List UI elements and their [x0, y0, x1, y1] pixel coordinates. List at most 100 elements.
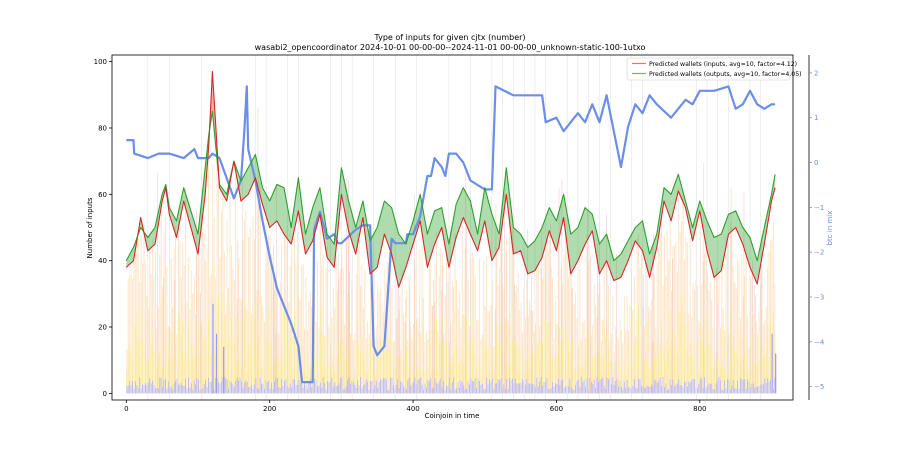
bar-small	[626, 342, 628, 394]
bar-blue	[334, 382, 336, 394]
fill-segment	[556, 194, 564, 251]
bar-small	[182, 322, 184, 394]
bar-blue	[742, 379, 744, 394]
bar-total	[491, 279, 493, 394]
bar-total	[642, 306, 644, 394]
bar-total	[289, 265, 291, 394]
bar-total	[192, 293, 194, 394]
bar-blue	[696, 388, 698, 394]
bar-small	[729, 309, 731, 394]
bar-blue	[414, 377, 416, 394]
bar-small	[685, 324, 687, 394]
bar-blue	[388, 389, 390, 394]
bar-blue	[575, 384, 576, 394]
bar-small	[417, 365, 419, 394]
bar-total	[162, 286, 164, 394]
bar-total	[470, 258, 472, 394]
bar-small	[714, 360, 716, 394]
bar-small	[615, 362, 617, 394]
bar-total	[612, 295, 614, 394]
bar-small	[428, 330, 430, 394]
fill-segment	[398, 234, 406, 288]
bar-total	[398, 310, 400, 394]
bar-small	[464, 315, 466, 394]
bar-blue	[233, 386, 235, 394]
bar-blue	[460, 380, 462, 394]
bar-total	[328, 324, 330, 394]
bar-blue	[652, 386, 654, 394]
bar-blue	[285, 379, 287, 394]
bar-blue	[544, 382, 546, 394]
bar-small	[382, 349, 384, 394]
bar-small	[431, 370, 433, 394]
bar-blue	[296, 384, 298, 394]
bar-total	[397, 318, 399, 394]
bar-small	[137, 339, 139, 394]
bar-blue	[557, 378, 559, 394]
bar-small	[468, 374, 470, 394]
bar-total	[761, 269, 763, 394]
bar-blue	[765, 383, 767, 394]
bar-total	[393, 341, 394, 394]
bar-small	[718, 358, 720, 394]
fill-segment	[491, 214, 500, 261]
bar-small	[384, 338, 386, 394]
bar-small	[656, 341, 658, 394]
bar-total	[632, 309, 634, 394]
bar-total	[411, 339, 413, 394]
bar-total	[613, 352, 615, 394]
bar-small	[470, 326, 472, 394]
bar-small	[762, 357, 764, 394]
bar-small	[668, 348, 670, 394]
bar-total	[286, 226, 288, 394]
bar-blue	[547, 389, 549, 394]
bar-blue	[745, 388, 747, 394]
bar-total	[549, 233, 551, 394]
bar-small	[556, 357, 558, 394]
bar-small	[276, 355, 278, 394]
bar-total	[757, 333, 759, 394]
bar-total	[352, 340, 354, 394]
bar-blue	[152, 380, 154, 394]
bar-total	[195, 314, 197, 394]
bar-blue	[282, 386, 284, 394]
bar-total	[510, 231, 512, 394]
bar-pink	[398, 285, 399, 394]
bar-pink	[409, 285, 411, 394]
bar-total	[450, 322, 452, 394]
bar-small	[674, 348, 675, 394]
bar-total	[348, 225, 350, 394]
bar-small	[572, 337, 574, 394]
bar-small	[337, 357, 338, 394]
bar-blue	[317, 386, 318, 394]
bar-small	[681, 299, 683, 394]
bar-blue	[155, 388, 156, 394]
bar-blue	[513, 383, 515, 394]
bar-total	[727, 242, 728, 394]
bar-small	[186, 353, 188, 394]
bar-blue	[394, 388, 396, 394]
bar-total	[722, 308, 724, 394]
bar-total	[550, 267, 552, 394]
y-tick-label: 20	[98, 324, 107, 332]
bar-total	[573, 303, 575, 394]
bar-blue	[271, 382, 273, 394]
bar-total	[686, 242, 688, 394]
bar-blue	[678, 379, 680, 394]
bar-blue	[418, 378, 420, 394]
bar-small	[177, 309, 179, 394]
bar-blue	[301, 382, 303, 394]
bar-total	[628, 330, 630, 394]
bar-blue	[443, 381, 445, 394]
bar-blue	[543, 381, 545, 394]
fill-segment	[484, 187, 492, 261]
bar-total	[537, 263, 539, 394]
fill-segment	[692, 200, 700, 241]
bar-blue	[229, 380, 231, 394]
fill-segment	[276, 184, 285, 235]
bar-total	[694, 290, 695, 394]
bar-total	[477, 320, 479, 394]
bar-blue	[761, 384, 763, 394]
bar-total	[500, 242, 502, 394]
bar-small	[635, 377, 637, 394]
